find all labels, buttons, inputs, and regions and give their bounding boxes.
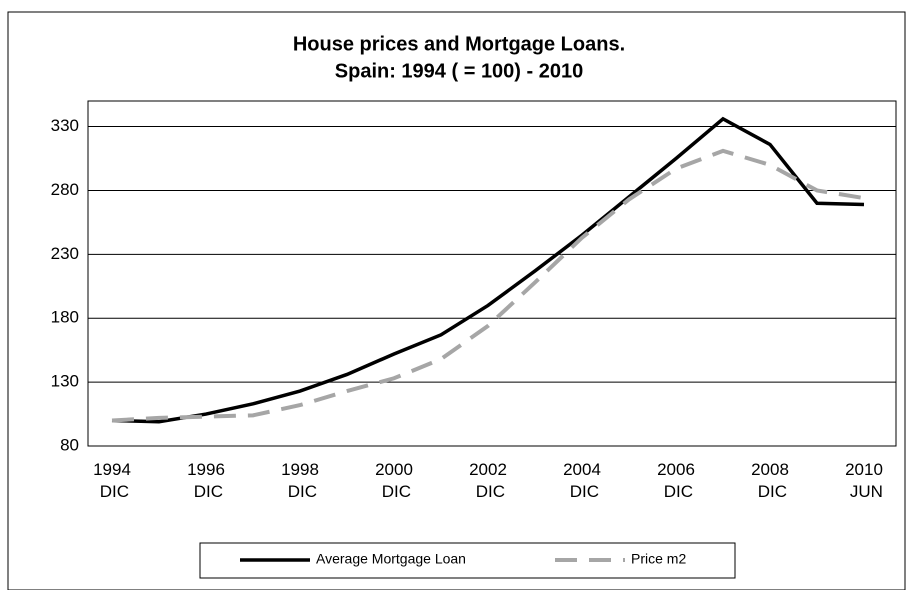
- y-tick-label: 80: [60, 435, 79, 454]
- series-line: [111, 116, 865, 424]
- y-tick-label: 330: [51, 116, 79, 135]
- x-tick-label: 2000 DIC: [375, 460, 413, 501]
- x-tick-label: 2006 DIC: [657, 460, 695, 501]
- y-tick-label: 180: [51, 308, 79, 327]
- x-tick-label: 1996 DIC: [187, 460, 225, 501]
- series-line: [111, 148, 865, 423]
- chart-frame: [7, 11, 906, 590]
- legend-label: Average Mortgage Loan: [316, 551, 466, 567]
- legend-label: Price m2: [631, 551, 686, 567]
- x-tick-label: 2004 DIC: [563, 460, 601, 501]
- x-tick-label: 2008 DIC: [751, 460, 789, 501]
- x-tick-label: 2010 JUN: [845, 460, 883, 501]
- y-tick-label: 130: [51, 372, 79, 391]
- chart-subtitle: Spain: 1994 ( = 100) - 2010: [335, 60, 583, 82]
- x-tick-label: 1994 DIC: [93, 460, 131, 501]
- x-tick-label: 2002 DIC: [469, 460, 507, 501]
- x-tick-label: 1998 DIC: [281, 460, 319, 501]
- y-tick-label: 230: [51, 244, 79, 263]
- y-tick-label: 280: [51, 180, 79, 199]
- chart-title: House prices and Mortgage Loans.: [293, 33, 625, 55]
